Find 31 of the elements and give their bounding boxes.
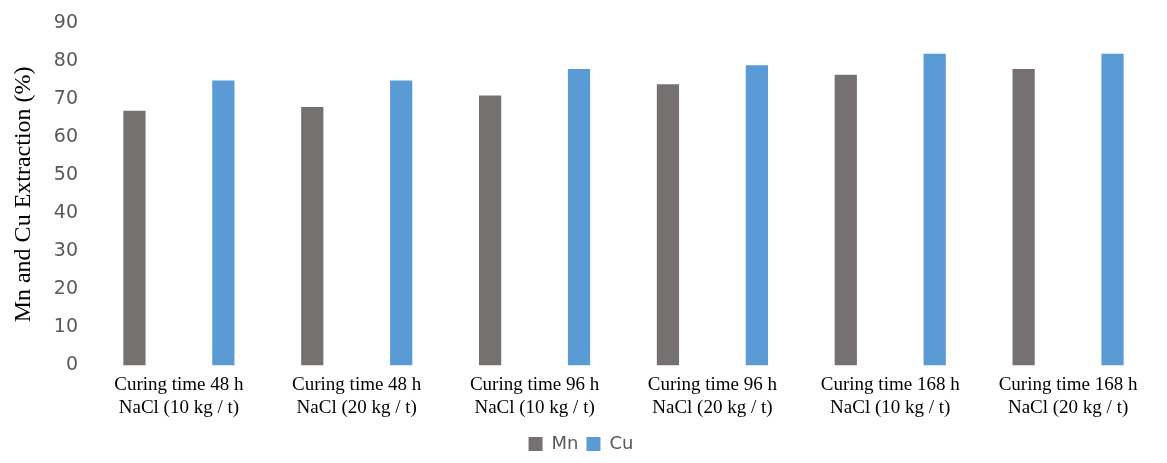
- y-tick-label: 50: [53, 162, 78, 185]
- y-tick-label: 30: [53, 238, 78, 261]
- x-tick-label: Curing time 168 h NaCl (20 kg / t): [998, 372, 1138, 418]
- x-tick-label: Curing time 96 h NaCl (10 kg / t): [469, 372, 600, 418]
- y-tick-label: 60: [53, 124, 78, 147]
- x-tick-label: Curing time 168 h NaCl (10 kg / t): [820, 372, 961, 418]
- y-tick-label: 70: [53, 86, 78, 109]
- bar: [123, 110, 146, 366]
- bar: [1101, 53, 1124, 366]
- bar: [301, 107, 324, 366]
- y-tick-label: 40: [53, 200, 78, 223]
- y-axis-title: Mn and Cu Extraction (%): [8, 66, 35, 323]
- y-tick-label: 10: [53, 314, 78, 337]
- x-tick-label: Curing time 48 h NaCl (10 kg / t): [114, 372, 245, 418]
- legend-label: Cu: [609, 431, 634, 453]
- x-tick-label: Curing time 48 h NaCl (20 kg / t): [292, 372, 422, 418]
- bar: [390, 80, 413, 366]
- bar: [1012, 69, 1035, 366]
- bar: [923, 53, 946, 366]
- y-tick-label: 20: [53, 276, 78, 299]
- bar: [656, 84, 680, 366]
- bar: [212, 80, 235, 366]
- legend-label: Mn: [551, 431, 579, 453]
- bar: [479, 95, 502, 366]
- y-tick-label: 0: [65, 352, 78, 375]
- bar: [745, 65, 768, 366]
- y-tick-label: 90: [53, 10, 78, 33]
- x-tick-label: Curing time 96 h NaCl (20 kg / t): [647, 372, 778, 418]
- bar: [567, 69, 591, 366]
- bar: [834, 74, 857, 366]
- y-tick-label: 80: [53, 48, 78, 71]
